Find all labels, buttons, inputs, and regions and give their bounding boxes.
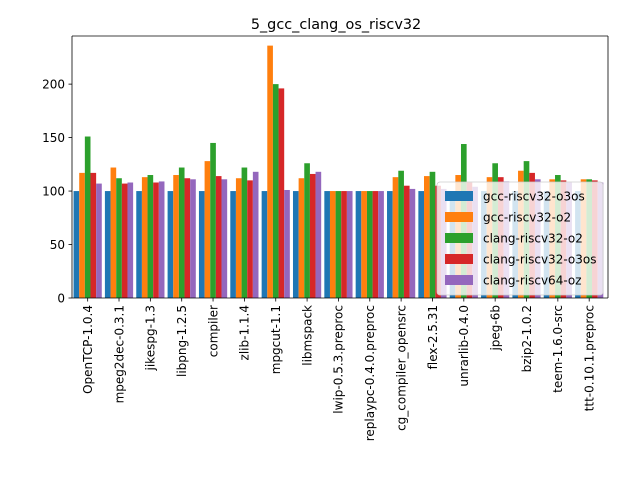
legend-label: gcc-riscv32-o2 <box>483 211 571 225</box>
bar-clang-riscv64-oz-0 <box>96 183 102 298</box>
bar-clang-riscv32-o3os-7 <box>309 173 316 298</box>
x-tick-label: bzip2-1.0.2 <box>520 305 534 372</box>
x-tick-label: compiler <box>206 305 220 357</box>
x-tick-label: zlib-1.1.4 <box>238 305 252 360</box>
legend-swatch-clang-riscv64-oz <box>445 275 473 285</box>
bar-clang-riscv64-oz-5 <box>252 171 259 298</box>
bar-gcc-riscv32-o3os-4 <box>198 191 205 298</box>
legend-swatch-gcc-riscv32-o3os <box>445 191 473 201</box>
bar-clang-riscv32-o3os-0 <box>90 172 97 298</box>
legend-label: clang-riscv32-o3os <box>483 253 596 267</box>
x-tick-label: jpeg-6b <box>488 305 502 352</box>
x-tick-label: ttt-0.10.1.preproc <box>582 305 596 411</box>
bar-clang-riscv32-o3os-4 <box>215 176 222 298</box>
y-tick-label: 100 <box>42 184 65 198</box>
chart-title: 5_gcc_clang_os_riscv32 <box>251 17 421 33</box>
legend-box <box>436 181 604 296</box>
bar-gcc-riscv32-o3os-8 <box>324 191 330 298</box>
x-tick-label: flex-2.5.31 <box>426 305 440 369</box>
bar-clang-riscv32-o3os-8 <box>341 191 347 298</box>
bar-clang-riscv32-o2-5 <box>241 167 248 298</box>
x-tick-label: libpng-1.2.5 <box>175 305 189 377</box>
bar-clang-riscv32-o2-2 <box>147 175 154 298</box>
legend-label: clang-riscv32-o2 <box>483 232 583 246</box>
bar-gcc-riscv32-o2-5 <box>235 178 242 298</box>
bar-gcc-riscv32-o2-4 <box>204 161 211 298</box>
y-tick-label: 50 <box>50 238 65 252</box>
bar-clang-riscv32-o2-11 <box>429 171 436 298</box>
x-tick-label: mpeg2dec-0.3.1 <box>112 305 126 403</box>
bar-gcc-riscv32-o3os-11 <box>418 191 424 298</box>
bar-clang-riscv32-o2-1 <box>116 178 122 298</box>
x-tick-label: OpenTCP-1.0.4 <box>81 305 95 394</box>
bar-clang-riscv32-o2-4 <box>210 142 216 298</box>
x-tick-label: replaypc-0.4.0.preproc <box>363 305 377 441</box>
bar-clang-riscv32-o2-3 <box>178 167 185 298</box>
bar-clang-riscv32-o3os-1 <box>121 183 128 298</box>
bar-gcc-riscv32-o2-2 <box>141 177 148 298</box>
bar-clang-riscv32-o3os-9 <box>372 191 379 298</box>
bar-clang-riscv64-oz-9 <box>378 191 384 298</box>
bar-clang-riscv64-oz-3 <box>190 179 196 298</box>
bar-gcc-riscv32-o2-1 <box>110 167 117 298</box>
x-tick-label: cg_compiler_opensrc <box>394 305 408 431</box>
bar-clang-riscv32-o2-9 <box>366 191 373 298</box>
bar-gcc-riscv32-o2-7 <box>298 178 305 298</box>
bar-gcc-riscv32-o3os-5 <box>230 191 236 298</box>
bar-gcc-riscv32-o3os-1 <box>104 191 111 298</box>
bar-clang-riscv64-oz-2 <box>158 181 165 298</box>
bar-gcc-riscv32-o2-6 <box>267 45 273 299</box>
bar-gcc-riscv32-o2-3 <box>173 175 179 298</box>
bar-gcc-riscv32-o2-8 <box>329 191 336 298</box>
bar-clang-riscv64-oz-10 <box>409 188 416 298</box>
bar-gcc-riscv32-o3os-7 <box>292 191 299 298</box>
y-tick-label: 150 <box>42 131 65 145</box>
bar-clang-riscv64-oz-8 <box>346 191 353 298</box>
legend-swatch-clang-riscv32-o2 <box>445 233 473 243</box>
bar-gcc-riscv32-o3os-3 <box>167 191 174 298</box>
x-tick-label: libmspack <box>300 305 314 366</box>
x-tick-label: teem-1.6.0-src <box>551 305 565 393</box>
bar-clang-riscv32-o3os-3 <box>184 178 191 298</box>
x-tick-label: mpgcut-1.1 <box>269 305 283 374</box>
bar-gcc-riscv32-o2-0 <box>79 172 85 298</box>
bar-clang-riscv32-o2-0 <box>84 136 91 298</box>
bar-gcc-riscv32-o2-11 <box>424 176 430 298</box>
bar-gcc-riscv32-o2-9 <box>361 191 367 298</box>
legend: gcc-riscv32-o3os gcc-riscv32-o2 clang-risc… <box>436 181 604 296</box>
bar-clang-riscv32-o3os-2 <box>153 182 159 298</box>
bar-clang-riscv32-o3os-5 <box>247 180 253 298</box>
y-tick-label: 200 <box>42 77 65 91</box>
x-tick-label: lwip-0.5.3.preproc <box>332 305 346 414</box>
bar-gcc-riscv32-o3os-0 <box>73 191 80 298</box>
bar-gcc-riscv32-o3os-6 <box>261 191 268 298</box>
bar-clang-riscv64-oz-1 <box>127 182 134 298</box>
legend-swatch-gcc-riscv32-o2 <box>445 212 473 222</box>
bar-clang-riscv32-o2-6 <box>272 84 279 299</box>
bar-clang-riscv32-o3os-10 <box>403 185 410 298</box>
bar-clang-riscv32-o3os-6 <box>278 88 285 299</box>
bar-clang-riscv64-oz-7 <box>315 171 322 298</box>
bar-gcc-riscv32-o3os-2 <box>136 191 142 298</box>
bar-clang-riscv32-o2-10 <box>398 170 404 298</box>
bar-clang-riscv32-o2-7 <box>304 163 310 298</box>
legend-swatch-clang-riscv32-o3os <box>445 254 473 264</box>
legend-label: gcc-riscv32-o3os <box>483 190 585 204</box>
bar-gcc-riscv32-o2-10 <box>392 177 399 298</box>
x-tick-label: unrarlib-0.4.0 <box>457 305 471 387</box>
bar-gcc-riscv32-o3os-9 <box>355 191 362 298</box>
x-tick-label: jikespg-1.3 <box>144 305 158 371</box>
bar-clang-riscv64-oz-4 <box>221 179 228 298</box>
y-tick-label: 0 <box>57 291 65 305</box>
axes-layer: 0 50 100 150 200 OpenTCP-1.0.4 mpeg2dec-0.3.1 j… <box>42 35 609 441</box>
bar-clang-riscv64-oz-6 <box>284 189 290 298</box>
bar-clang-riscv32-o2-8 <box>335 191 342 298</box>
legend-label: clang-riscv64-oz <box>483 274 582 288</box>
bar-gcc-riscv32-o3os-10 <box>387 191 393 298</box>
